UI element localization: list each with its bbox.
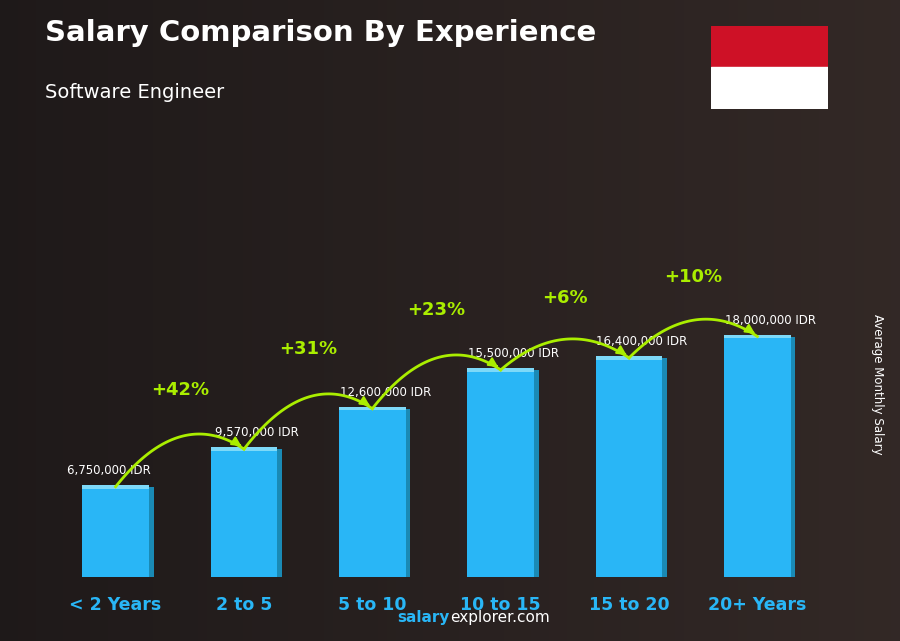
Bar bbox=[211, 449, 277, 577]
Bar bbox=[534, 370, 539, 577]
Bar bbox=[596, 356, 662, 360]
Bar bbox=[596, 358, 662, 577]
Text: +6%: +6% bbox=[542, 290, 588, 308]
Text: Software Engineer: Software Engineer bbox=[45, 83, 224, 103]
Text: Average Monthly Salary: Average Monthly Salary bbox=[871, 314, 884, 455]
Bar bbox=[82, 487, 149, 577]
Text: 6,750,000 IDR: 6,750,000 IDR bbox=[68, 464, 151, 477]
Text: 18,000,000 IDR: 18,000,000 IDR bbox=[724, 314, 815, 327]
Text: +10%: +10% bbox=[664, 268, 723, 286]
Text: +23%: +23% bbox=[408, 301, 465, 319]
Text: salary: salary bbox=[398, 610, 450, 625]
Text: explorer.com: explorer.com bbox=[450, 610, 550, 625]
Bar bbox=[339, 409, 406, 577]
Bar bbox=[724, 335, 791, 338]
Text: Salary Comparison By Experience: Salary Comparison By Experience bbox=[45, 19, 596, 47]
Bar bbox=[339, 407, 406, 410]
Bar bbox=[211, 447, 277, 451]
Bar bbox=[277, 449, 282, 577]
Bar bbox=[711, 26, 828, 67]
Bar bbox=[791, 337, 796, 577]
Text: +42%: +42% bbox=[150, 381, 209, 399]
Bar bbox=[711, 67, 828, 109]
Bar bbox=[406, 409, 410, 577]
Bar bbox=[724, 337, 791, 577]
Text: 9,570,000 IDR: 9,570,000 IDR bbox=[215, 426, 299, 440]
Bar bbox=[467, 368, 534, 372]
Text: 15,500,000 IDR: 15,500,000 IDR bbox=[468, 347, 559, 360]
Bar bbox=[149, 487, 154, 577]
Bar bbox=[467, 370, 534, 577]
Bar bbox=[82, 485, 149, 488]
Bar bbox=[662, 358, 667, 577]
Text: 16,400,000 IDR: 16,400,000 IDR bbox=[597, 335, 688, 348]
Text: +31%: +31% bbox=[279, 340, 338, 358]
Text: 12,600,000 IDR: 12,600,000 IDR bbox=[339, 386, 431, 399]
